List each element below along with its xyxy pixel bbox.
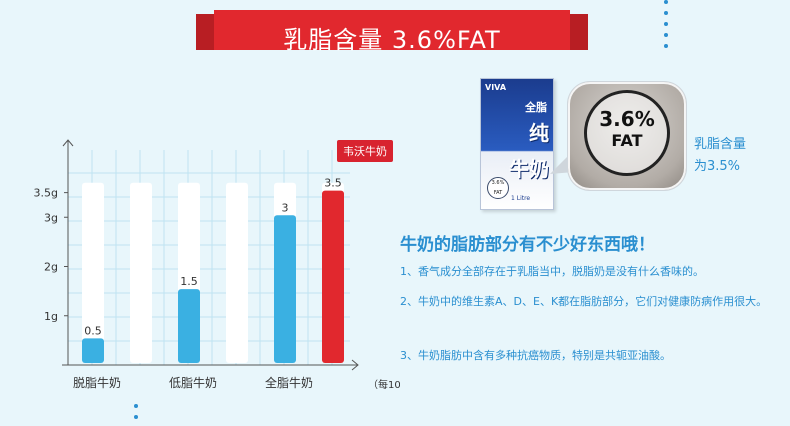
chart-axes bbox=[62, 139, 359, 371]
y-tick-label: 2g bbox=[44, 261, 58, 274]
banner-ribbon bbox=[196, 10, 588, 50]
decor-dots-bottom bbox=[134, 404, 138, 426]
fat-circle: 3.6% FAT bbox=[584, 90, 670, 176]
y-tick-label: 3.5g bbox=[34, 187, 58, 200]
fat-zoom-view: 3.6% FAT bbox=[568, 82, 686, 190]
benefit-point-1: 1、香气成分全部存在于乳脂当中，脱脂奶是没有什么香味的。 bbox=[400, 265, 704, 278]
bar bbox=[322, 190, 344, 363]
bar-value-label: 1.5 bbox=[180, 275, 198, 288]
product-fat-badge: 3.6% FAT bbox=[487, 177, 509, 199]
bar-value-label: 3.5 bbox=[324, 177, 342, 190]
x-category-labels: 脱脂牛奶 低脂牛奶 全脂牛奶 bbox=[73, 375, 313, 390]
fat-note-line1: 乳脂含量 bbox=[694, 137, 747, 152]
badge-fat: FAT bbox=[493, 190, 503, 196]
bars: 0.5 1.5 3 3.5 bbox=[82, 177, 344, 363]
product-logo: VIVA bbox=[485, 83, 507, 92]
fat-content-chart: 0.5 1.5 3 3.5 1g 2g 3g 3.5g 脱脂牛奶 低脂牛奶 全脂牛奶 （每100… bbox=[34, 139, 400, 391]
product-name-line1: 纯 bbox=[529, 121, 549, 145]
bar-track bbox=[130, 182, 152, 363]
badge-percent: 3.6% bbox=[491, 180, 505, 186]
y-tick-labels: 1g 2g 3g 3.5g bbox=[34, 187, 58, 323]
fat-note: 乳脂含量 为3.5% bbox=[694, 134, 746, 178]
benefits-headline: 牛奶的脂肪部分有不少好东西哦！ bbox=[400, 235, 655, 255]
bar bbox=[82, 338, 104, 363]
bar-track bbox=[82, 182, 104, 363]
benefit-point-2: 2、牛奶中的维生素A、D、E、K都在脂肪部分，它们对健康防病作用很大。 bbox=[400, 295, 768, 308]
bar-value-label: 0.5 bbox=[84, 324, 102, 337]
bar bbox=[274, 215, 296, 363]
chart-grid bbox=[68, 150, 350, 365]
bar-tracks bbox=[82, 182, 344, 363]
bar bbox=[178, 289, 200, 363]
y-axis-arrow bbox=[62, 139, 74, 147]
decor-dots-top bbox=[664, 0, 668, 55]
x-category-label: 全脂牛奶 bbox=[265, 375, 313, 390]
title-banner: 乳脂含量 3.6%FAT bbox=[196, 8, 588, 58]
bar-track bbox=[226, 182, 248, 363]
bar-value-label: 3 bbox=[282, 201, 289, 214]
fat-note-line2: 为3.5% bbox=[694, 159, 741, 174]
product-volume: 1 Litre bbox=[511, 195, 531, 202]
x-category-label: 脱脂牛奶 bbox=[73, 375, 121, 390]
benefit-point-3: 3、牛奶脂肪中含有多种抗癌物质，特别是共轭亚油酸。 bbox=[400, 349, 671, 362]
highlight-brand-tag: 韦沃牛奶 bbox=[337, 140, 393, 162]
product-name-line2: 牛奶 bbox=[509, 157, 549, 181]
y-tick-label: 1g bbox=[44, 310, 58, 323]
x-category-label: 低脂牛奶 bbox=[169, 375, 217, 390]
y-tick-label: 3g bbox=[44, 211, 58, 224]
zoom-fat: FAT bbox=[611, 131, 643, 150]
banner-title: 乳脂含量 3.6%FAT bbox=[283, 26, 501, 54]
x-axis-arrow bbox=[351, 359, 359, 371]
zoom-percent: 3.6% bbox=[599, 107, 655, 131]
product-category: 全脂 bbox=[525, 101, 547, 114]
x-axis-label: （每100ml含量） bbox=[368, 378, 400, 391]
product-carton: VIVA 全脂 纯 牛奶 3.6% FAT 1 Litre bbox=[480, 78, 554, 210]
